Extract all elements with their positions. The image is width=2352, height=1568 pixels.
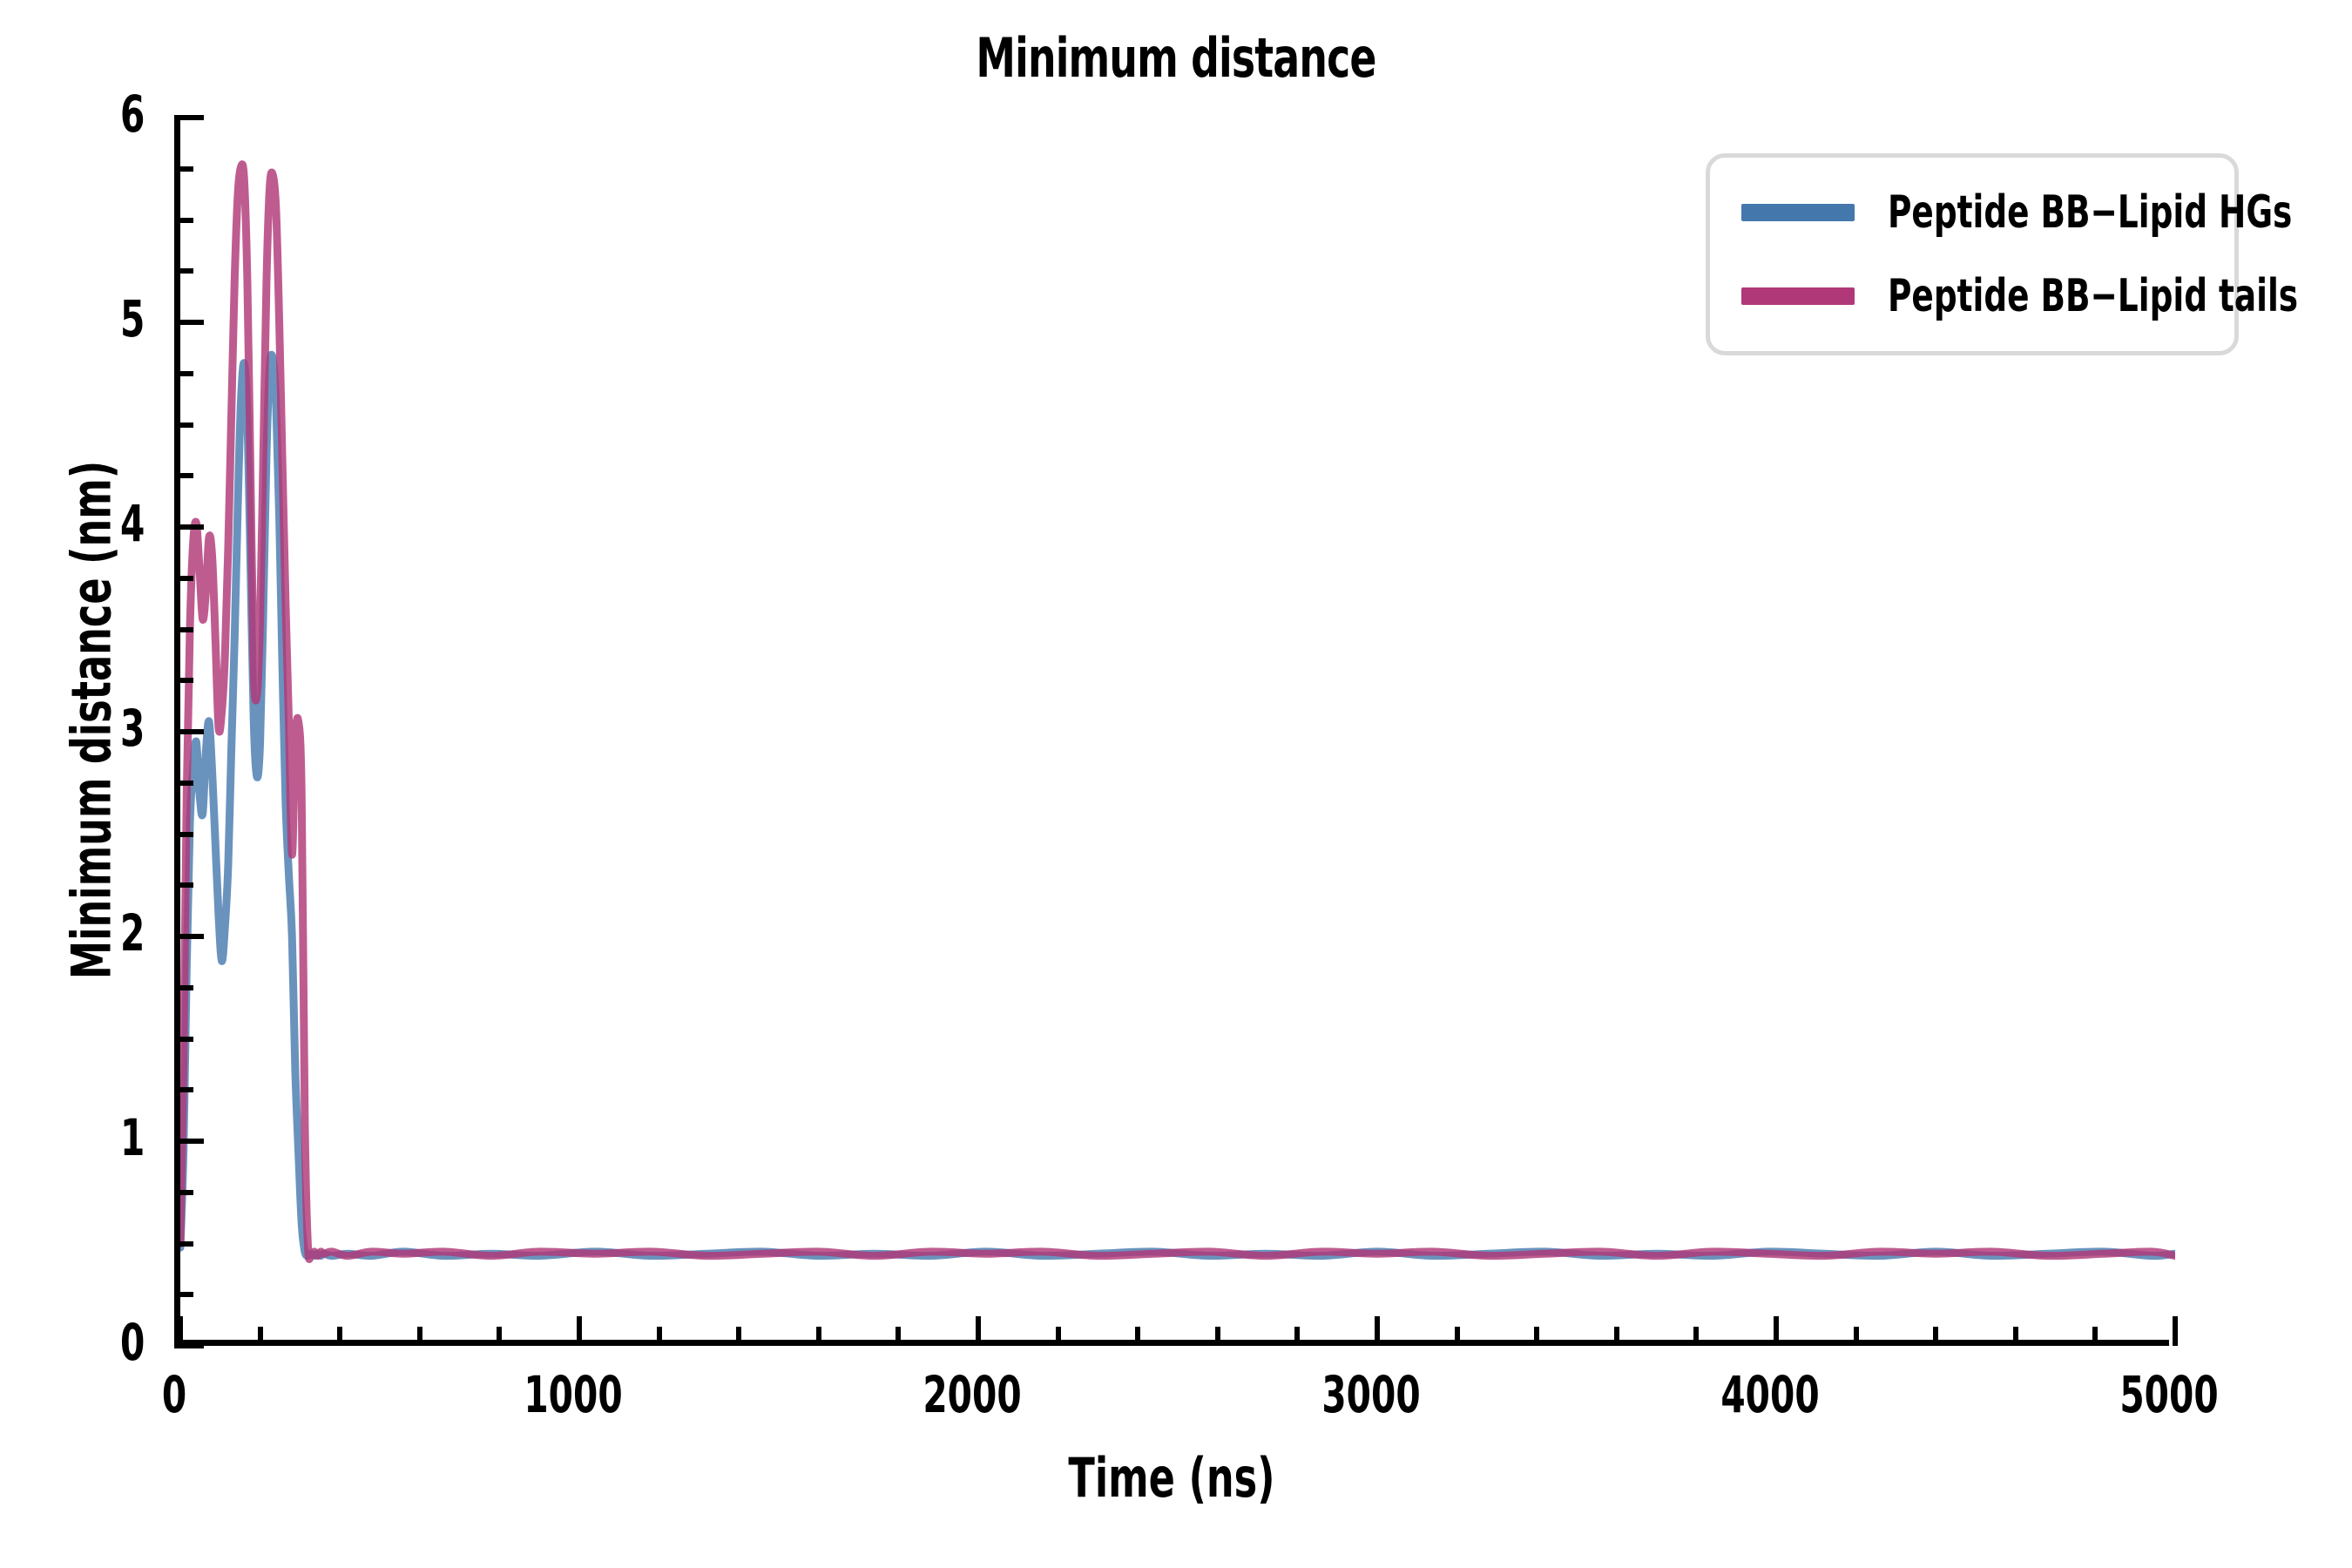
y-tick-minor — [174, 1036, 193, 1042]
x-tick-minor — [656, 1327, 662, 1346]
y-tick-major — [174, 729, 204, 734]
y-tick-label: 0 — [119, 1313, 145, 1372]
x-tick-minor — [896, 1327, 902, 1346]
legend-item[interactable]: Peptide BB−Lipid HGs — [1741, 171, 2292, 254]
y-tick-minor — [174, 166, 193, 172]
y-tick-major — [174, 934, 204, 939]
chart-legend: Peptide BB−Lipid HGs Peptide BB−Lipid ta… — [1706, 153, 2298, 355]
y-tick-minor — [174, 1189, 193, 1195]
x-tick-minor — [1135, 1327, 1141, 1346]
y-tick-minor — [174, 473, 193, 479]
x-tick-major — [178, 1316, 183, 1346]
x-tick-minor — [1693, 1327, 1700, 1346]
y-tick-label: 4 — [119, 494, 145, 553]
y-tick-minor — [174, 1087, 193, 1093]
y-tick-minor — [174, 370, 193, 376]
y-tick-major — [174, 1343, 204, 1348]
legend-item[interactable]: Peptide BB−Lipid tails — [1741, 254, 2298, 338]
y-tick-label: 2 — [119, 903, 145, 963]
y-tick-minor — [174, 984, 193, 990]
y-axis-title: Minimum distance (nm) — [59, 460, 124, 980]
series-line — [180, 350, 2175, 1260]
x-tick-major — [976, 1316, 981, 1346]
y-tick-major — [174, 524, 204, 530]
y-tick-label: 6 — [119, 84, 145, 144]
x-tick-label: 1000 — [524, 1365, 623, 1424]
y-tick-minor — [174, 217, 193, 223]
x-tick-minor — [257, 1327, 263, 1346]
y-tick-minor — [174, 268, 193, 274]
x-tick-minor — [1933, 1327, 1939, 1346]
y-tick-label: 3 — [119, 699, 145, 758]
x-tick-minor — [416, 1327, 422, 1346]
x-tick-minor — [2012, 1327, 2018, 1346]
x-tick-minor — [2092, 1327, 2099, 1346]
x-tick-label: 0 — [161, 1365, 187, 1424]
y-tick-label: 1 — [119, 1108, 145, 1167]
x-axis-title: Time (ns) — [1068, 1446, 1275, 1510]
y-tick-minor — [174, 831, 193, 837]
x-tick-minor — [815, 1327, 821, 1346]
x-tick-label: 4000 — [1720, 1365, 1820, 1424]
y-tick-minor — [174, 575, 193, 581]
x-tick-minor — [1534, 1327, 1540, 1346]
y-tick-minor — [174, 678, 193, 684]
y-tick-major — [174, 115, 204, 120]
legend-label: Peptide BB−Lipid HGs — [1888, 186, 2293, 239]
x-tick-minor — [1613, 1327, 1619, 1346]
legend-swatch-blue — [1741, 204, 1855, 221]
y-tick-minor — [174, 780, 193, 786]
series-line — [180, 160, 2175, 1263]
legend-label: Peptide BB−Lipid tails — [1888, 270, 2299, 322]
y-tick-minor — [174, 1292, 193, 1298]
x-tick-label: 2000 — [923, 1365, 1022, 1424]
x-tick-major — [2173, 1316, 2178, 1346]
x-tick-minor — [1454, 1327, 1460, 1346]
x-tick-minor — [1294, 1327, 1301, 1346]
x-tick-minor — [1853, 1327, 1859, 1346]
x-tick-major — [1774, 1316, 1779, 1346]
x-tick-minor — [736, 1327, 742, 1346]
y-tick-minor — [174, 882, 193, 889]
y-tick-minor — [174, 422, 193, 428]
y-tick-major — [174, 320, 204, 325]
chart-title: Minimum distance — [976, 26, 1376, 90]
x-tick-minor — [337, 1327, 343, 1346]
plot-canvas — [180, 160, 2175, 1263]
y-tick-label: 5 — [119, 289, 145, 348]
y-tick-minor — [174, 626, 193, 632]
x-tick-major — [1375, 1316, 1380, 1346]
x-tick-major — [577, 1316, 582, 1346]
y-tick-minor — [174, 1240, 193, 1247]
legend-swatch-magenta — [1741, 287, 1855, 305]
x-tick-minor — [497, 1327, 503, 1346]
y-tick-major — [174, 1139, 204, 1144]
x-tick-label: 5000 — [2119, 1365, 2219, 1424]
x-tick-minor — [1214, 1327, 1220, 1346]
x-tick-label: 3000 — [1321, 1365, 1421, 1424]
x-tick-minor — [1055, 1327, 1061, 1346]
